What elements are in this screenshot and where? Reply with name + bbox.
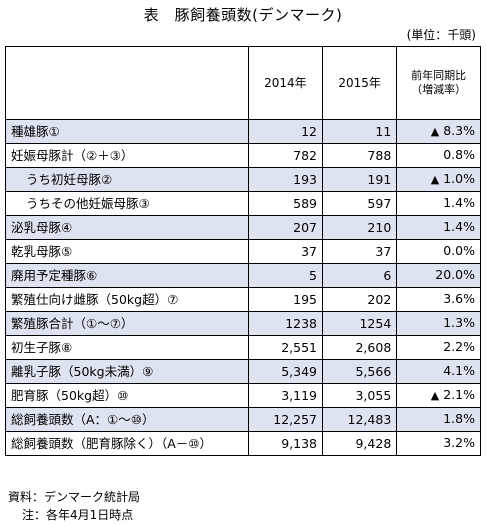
header-yoy: 前年同期比 （増減率） (396, 46, 481, 120)
value-yoy: 20.0% (396, 263, 481, 288)
value-2015: 191 (321, 167, 398, 192)
value-2015: 1254 (321, 311, 398, 336)
unit-label: (単位：千頭) (406, 28, 476, 42)
table-row: 繁殖豚合計（①～⑦） 1238 1254 1.3% (5, 311, 481, 336)
table-row: 妊娠母豚計（②＋③） 782 788 0.8% (5, 143, 481, 168)
table-row: 繁殖仕向け雌豚（50kg超）⑦ 195 202 3.6% (5, 287, 481, 312)
row-label: 離乳子豚（50kg未満）⑨ (5, 359, 249, 384)
value-yoy: 4.1% (396, 359, 481, 384)
decrease-triangle-icon: ▲ (430, 389, 440, 402)
decrease-triangle-icon: ▲ (430, 173, 440, 186)
date-note: 注：各年4月1日時点 (22, 508, 134, 522)
value-2015: 12,483 (321, 407, 398, 432)
value-2014: 2,551 (247, 335, 324, 360)
table-row: 初生子豚⑧ 2,551 2,608 2.2% (5, 335, 481, 360)
value-yoy: 0.8% (396, 143, 481, 168)
value-2015: 9,428 (321, 431, 398, 456)
yoy-number: 1.8% (443, 411, 475, 426)
yoy-number: 3.6% (443, 291, 475, 306)
yoy-number: 3.2% (443, 435, 475, 450)
value-yoy: 1.8% (396, 407, 481, 432)
row-label: 繁殖仕向け雌豚（50kg超）⑦ (5, 287, 249, 312)
value-2014: 9,138 (247, 431, 324, 456)
value-2015: 11 (321, 119, 398, 144)
value-2014: 3,119 (247, 383, 324, 408)
value-2014: 207 (247, 215, 324, 240)
value-2015: 3,055 (321, 383, 398, 408)
table-row: 総飼養頭数（肥育豚除く）（A－⑩） 9,138 9,428 3.2% (5, 431, 481, 456)
yoy-number: 8.3% (443, 123, 475, 138)
value-2015: 597 (321, 191, 398, 216)
value-yoy: 3.6% (396, 287, 481, 312)
value-2014: 12 (247, 119, 324, 144)
value-2015: 2,608 (321, 335, 398, 360)
row-label: 総飼養頭数（肥育豚除く）（A－⑩） (5, 431, 249, 456)
row-label: 総飼養頭数（A：①～⑩） (5, 407, 249, 432)
value-2014: 1238 (247, 311, 324, 336)
value-2015: 37 (321, 239, 398, 264)
header-blank (5, 46, 249, 120)
value-2014: 12,257 (247, 407, 324, 432)
table-row: 乾乳母豚⑤ 37 37 0.0% (5, 239, 481, 264)
yoy-number: 4.1% (443, 363, 475, 378)
value-2014: 193 (247, 167, 324, 192)
value-yoy: 2.2% (396, 335, 481, 360)
value-yoy: 1.4% (396, 215, 481, 240)
yoy-number: 0.0% (443, 243, 475, 258)
value-2014: 589 (247, 191, 324, 216)
row-label: うち初妊母豚② (5, 167, 249, 192)
value-2014: 5 (247, 263, 324, 288)
yoy-number: 1.3% (443, 315, 475, 330)
header-row: 2014年 2015年 前年同期比 （増減率） (5, 46, 481, 120)
value-2015: 5,566 (321, 359, 398, 384)
row-label: 廃用予定種豚⑥ (5, 263, 249, 288)
yoy-number: 2.2% (443, 339, 475, 354)
source-note: 資料：デンマーク統計局 (8, 490, 141, 504)
value-yoy: ▲ 8.3% (396, 119, 481, 144)
value-yoy: 0.0% (396, 239, 481, 264)
yoy-number: 1.4% (443, 195, 475, 210)
yoy-number: 0.8% (443, 147, 475, 162)
header-yoy-line1: 前年同期比 (411, 69, 467, 82)
yoy-number: 2.1% (443, 387, 475, 402)
table-row: 種雄豚① 12 11 ▲ 8.3% (5, 119, 481, 144)
value-2015: 788 (321, 143, 398, 168)
yoy-number: 1.4% (443, 219, 475, 234)
value-yoy: 1.3% (396, 311, 481, 336)
table-row: 総飼養頭数（A：①～⑩） 12,257 12,483 1.8% (5, 407, 481, 432)
table-row: うちその他妊娠母豚③ 589 597 1.4% (5, 191, 481, 216)
value-2014: 5,349 (247, 359, 324, 384)
row-label: 種雄豚① (5, 119, 249, 144)
table-row: 肥育豚（50kg超）⑩ 3,119 3,055 ▲ 2.1% (5, 383, 481, 408)
header-2014: 2014年 (247, 46, 324, 120)
value-2014: 37 (247, 239, 324, 264)
value-2014: 195 (247, 287, 324, 312)
table-row: 廃用予定種豚⑥ 5 6 20.0% (5, 263, 481, 288)
row-label: 泌乳母豚④ (5, 215, 249, 240)
table-row: 泌乳母豚④ 207 210 1.4% (5, 215, 481, 240)
yoy-number: 20.0% (435, 267, 475, 282)
row-label: 妊娠母豚計（②＋③） (5, 143, 249, 168)
decrease-triangle-icon: ▲ (430, 125, 440, 138)
value-2015: 6 (321, 263, 398, 288)
table-row: 離乳子豚（50kg未満）⑨ 5,349 5,566 4.1% (5, 359, 481, 384)
pig-inventory-table: 2014年 2015年 前年同期比 （増減率） 種雄豚① 12 11 ▲ 8.3%… (5, 46, 481, 456)
yoy-number: 1.0% (443, 171, 475, 186)
row-label: 初生子豚⑧ (5, 335, 249, 360)
value-2015: 210 (321, 215, 398, 240)
row-label: 繁殖豚合計（①～⑦） (5, 311, 249, 336)
value-yoy: 3.2% (396, 431, 481, 456)
value-yoy: ▲ 2.1% (396, 383, 481, 408)
row-label: うちその他妊娠母豚③ (5, 191, 249, 216)
value-yoy: 1.4% (396, 191, 481, 216)
value-2015: 202 (321, 287, 398, 312)
header-yoy-line2: （増減率） (411, 83, 467, 96)
table-row: うち初妊母豚② 193 191 ▲ 1.0% (5, 167, 481, 192)
row-label: 肥育豚（50kg超）⑩ (5, 383, 249, 408)
table-title: 表 豚飼養頭数(デンマーク) (143, 6, 343, 24)
value-yoy: ▲ 1.0% (396, 167, 481, 192)
value-2014: 782 (247, 143, 324, 168)
row-label: 乾乳母豚⑤ (5, 239, 249, 264)
header-2015: 2015年 (321, 46, 398, 120)
